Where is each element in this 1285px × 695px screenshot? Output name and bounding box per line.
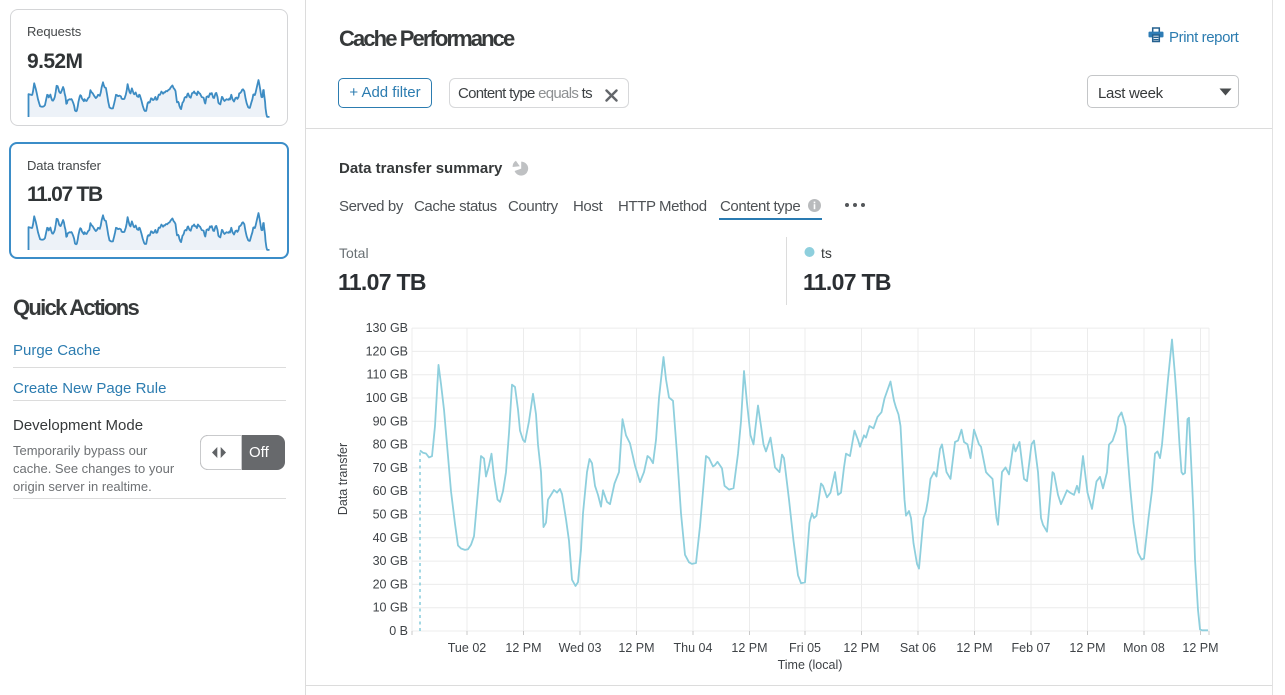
svg-text:Mon 08: Mon 08 (1123, 641, 1165, 655)
svg-text:70 GB: 70 GB (373, 461, 408, 475)
svg-text:110 GB: 110 GB (367, 368, 408, 382)
svg-text:120 GB: 120 GB (366, 344, 408, 358)
svg-text:12 PM: 12 PM (843, 641, 879, 655)
svg-text:12 PM: 12 PM (618, 641, 654, 655)
svg-text:0 B: 0 B (389, 624, 408, 638)
svg-text:20 GB: 20 GB (373, 577, 408, 591)
svg-text:10 GB: 10 GB (373, 601, 408, 615)
svg-text:30 GB: 30 GB (373, 554, 408, 568)
svg-text:Data transfer: Data transfer (336, 443, 350, 515)
svg-text:12 PM: 12 PM (505, 641, 541, 655)
svg-text:80 GB: 80 GB (373, 438, 408, 452)
svg-text:60 GB: 60 GB (373, 484, 408, 498)
svg-text:Feb 07: Feb 07 (1012, 641, 1051, 655)
svg-text:50 GB: 50 GB (373, 508, 408, 522)
svg-text:12 PM: 12 PM (956, 641, 992, 655)
svg-text:12 PM: 12 PM (1182, 641, 1218, 655)
svg-text:90 GB: 90 GB (373, 414, 408, 428)
svg-text:Time (local): Time (local) (778, 658, 843, 672)
svg-text:12 PM: 12 PM (1069, 641, 1105, 655)
svg-text:Tue 02: Tue 02 (448, 641, 487, 655)
svg-text:12 PM: 12 PM (731, 641, 767, 655)
svg-text:Wed 03: Wed 03 (559, 641, 602, 655)
svg-text:40 GB: 40 GB (373, 531, 408, 545)
svg-text:Fri 05: Fri 05 (789, 641, 821, 655)
svg-text:130 GB: 130 GB (366, 321, 408, 335)
svg-text:Sat 06: Sat 06 (900, 641, 936, 655)
svg-text:Thu 04: Thu 04 (674, 641, 713, 655)
svg-text:100 GB: 100 GB (366, 391, 408, 405)
